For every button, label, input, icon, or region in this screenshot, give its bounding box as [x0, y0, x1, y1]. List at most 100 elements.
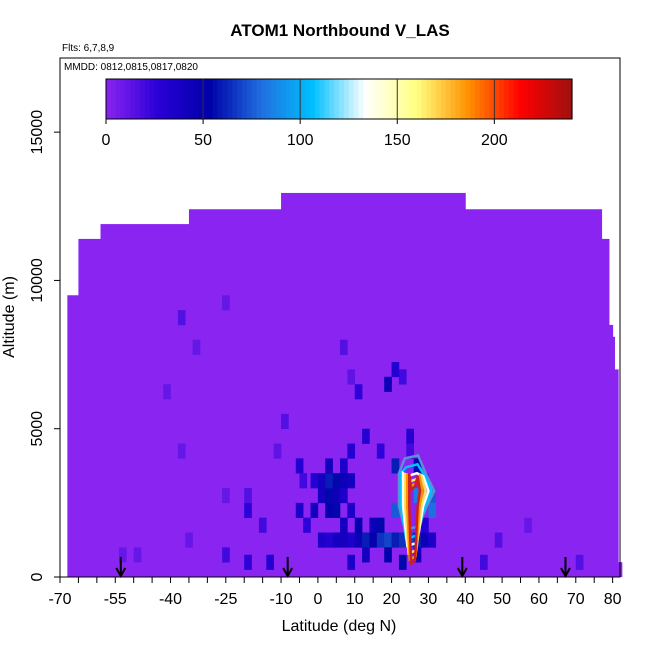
x-tick-label: 60	[530, 591, 548, 608]
dates-label: MMDD: 0812,0815,0817,0820	[64, 62, 198, 73]
colorbar-segment	[392, 79, 398, 119]
colorbar-segment	[125, 79, 131, 119]
x-tick-label: -25	[214, 591, 237, 608]
heatmap-cell	[421, 532, 429, 548]
heatmap-cell	[428, 532, 437, 548]
colorbar-segment	[203, 79, 209, 119]
heatmap-cell	[177, 443, 186, 459]
heatmap-cell	[347, 532, 356, 548]
heatmap-cell	[494, 532, 503, 548]
heatmap-cell	[303, 517, 311, 533]
colorbar-segment	[178, 79, 185, 119]
flight-arrow-head	[456, 567, 468, 579]
heatmap-cell	[347, 554, 356, 570]
colorbar-segment	[198, 79, 204, 119]
colorbar-segment	[237, 79, 243, 119]
colorbar-segment	[416, 79, 423, 119]
colorbar-segment	[431, 79, 437, 119]
colorbar-segment	[295, 79, 301, 119]
colorbar-segment	[552, 79, 559, 119]
coverage-column	[608, 324, 614, 577]
flight-arrow-head	[282, 567, 294, 579]
coverage-column	[614, 369, 619, 577]
colorbar-segment	[533, 79, 539, 119]
heatmap-cell	[340, 339, 348, 355]
colorbar-segment	[528, 79, 534, 119]
x-tick-label: 10	[346, 591, 364, 608]
colorbar-tick-label: 50	[194, 132, 212, 149]
heatmap-cell	[524, 517, 532, 533]
colorbar-segment	[261, 79, 267, 119]
colorbar-segment	[115, 79, 122, 119]
x-tick-label: 0	[313, 591, 322, 608]
heatmap-cell	[406, 428, 414, 444]
heatmap-cell	[362, 428, 370, 444]
colorbar-segment	[494, 79, 500, 119]
heatmap-cell	[317, 488, 326, 504]
colorbar-segment	[377, 79, 384, 119]
heatmap-cell	[332, 488, 341, 504]
heatmap-cell	[177, 310, 186, 326]
contour-line	[408, 473, 422, 567]
colorbar-segment	[353, 79, 360, 119]
heatmap-cell	[317, 532, 326, 548]
heatmap-cell	[376, 517, 385, 533]
colorbar-segment	[557, 79, 563, 119]
coverage-column	[78, 238, 102, 577]
colorbar-segment	[334, 79, 340, 119]
colorbar-segment	[426, 79, 432, 119]
heatmap-cell	[384, 532, 392, 548]
x-tick-label: -70	[48, 591, 71, 608]
colorbar-segment	[358, 79, 364, 119]
heatmap-cell	[384, 547, 392, 563]
colorbar-segment	[154, 79, 160, 119]
colorbar-segment	[207, 79, 214, 119]
colorbar-segment	[547, 79, 554, 119]
heatmap-cell	[222, 295, 230, 311]
plot-frame	[59, 57, 621, 578]
colorbar-segment	[406, 79, 413, 119]
heatmap-cell	[244, 554, 252, 570]
heatmap-cell	[332, 532, 341, 548]
x-tick-label: 80	[604, 591, 622, 608]
colorbar-segment	[149, 79, 156, 119]
colorbar-segment	[436, 79, 442, 119]
colorbar-segment	[173, 79, 180, 119]
heatmap-cell	[398, 554, 407, 570]
x-tick-label: 30	[420, 591, 438, 608]
heatmap-cell	[428, 502, 437, 518]
colorbar-segment	[518, 79, 525, 119]
colorbar-segment	[542, 79, 549, 119]
colorbar-segment	[217, 79, 224, 119]
colorbar-segment	[397, 79, 403, 119]
colorbar-segment	[499, 79, 505, 119]
heatmap-cell	[340, 488, 348, 504]
colorbar-segment	[305, 79, 311, 119]
coverage-column	[612, 336, 615, 577]
heatmap-cell	[118, 547, 127, 563]
colorbar-tick-label: 150	[384, 132, 411, 149]
x-tick-label: -40	[159, 591, 182, 608]
heatmap-cell	[369, 517, 378, 533]
heatmap-cell	[222, 488, 230, 504]
colorbar-segment	[363, 79, 369, 119]
heatmap-cell	[376, 443, 385, 459]
heatmap-cell	[362, 532, 370, 548]
heatmap-cell	[391, 361, 400, 378]
heatmap-cell	[480, 554, 488, 570]
colorbar-tick-label: 0	[102, 132, 111, 149]
colorbar-segment	[445, 79, 452, 119]
colorbar-segment	[470, 79, 476, 119]
heatmap-cell	[398, 369, 407, 385]
colorbar-segment	[324, 79, 330, 119]
colorbar-segment	[256, 79, 262, 119]
coverage-column	[601, 238, 610, 577]
colorbar-segment	[382, 79, 389, 119]
heatmap-cell	[310, 473, 319, 489]
colorbar: 0 50 100 150 200	[102, 78, 573, 149]
coverage-column	[67, 295, 79, 577]
y-tick-label: 0	[29, 572, 46, 581]
colorbar-segment	[460, 79, 466, 119]
x-axis-label: Latitude (deg N)	[282, 618, 397, 635]
